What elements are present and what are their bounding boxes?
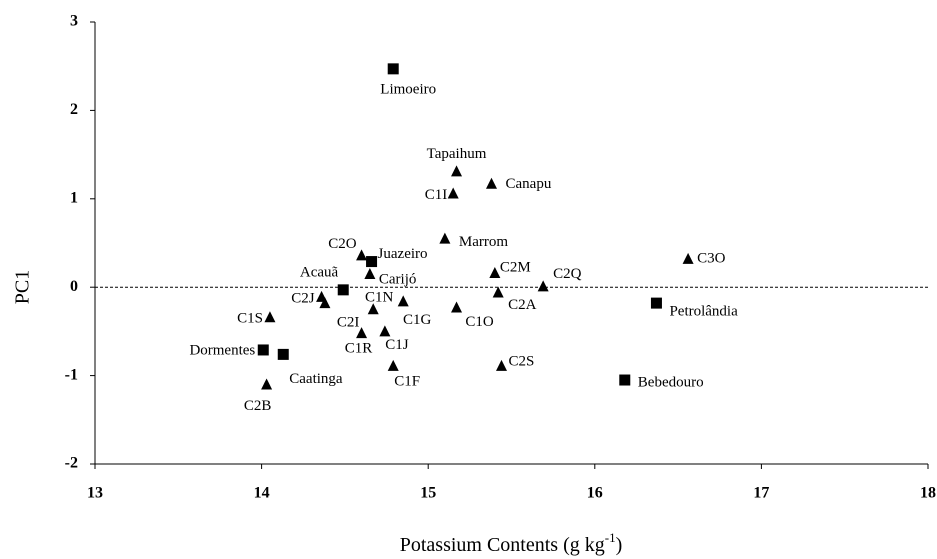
point-label: C3O: [697, 250, 726, 266]
square-marker: [337, 284, 349, 296]
x-tick-label: 18: [920, 485, 936, 502]
x-tick-label: 17: [753, 485, 769, 502]
square-marker: [387, 63, 399, 75]
point-label: Caatinga: [289, 371, 343, 387]
x-axis-label-end: ): [616, 534, 623, 556]
triangle-marker: [496, 359, 508, 371]
y-tick-label: 2: [70, 101, 78, 118]
square-marker: [650, 297, 662, 309]
point-label: Tapaihum: [427, 146, 487, 162]
triangle-marker: [451, 165, 463, 177]
x-axis-label: Potassium Contents (g kg-1): [400, 530, 623, 556]
point-label: C1R: [345, 341, 373, 357]
triangle-marker: [492, 286, 504, 298]
point-label: Bebedouro: [638, 374, 704, 390]
point-label: C1S: [237, 311, 263, 327]
point-label: C2O: [328, 236, 357, 252]
point-label: C2Q: [553, 266, 582, 282]
triangle-marker: [367, 303, 379, 315]
point-label: Limoeiro: [380, 81, 436, 97]
y-tick-label: -2: [65, 455, 78, 472]
triangle-marker: [356, 249, 368, 261]
y-axis-label: PC1: [12, 270, 34, 304]
point-label: Petrolândia: [669, 304, 738, 320]
y-tick-label: 1: [70, 189, 78, 206]
point-label: Dormentes: [189, 342, 255, 358]
x-tick-label: 15: [420, 485, 436, 502]
triangle-marker: [439, 232, 451, 244]
point-label: C1N: [365, 290, 394, 306]
point-label: Marrom: [459, 234, 508, 250]
point-label: C1J: [385, 337, 409, 353]
x-tick-label: 14: [254, 485, 270, 502]
point-label: C2M: [500, 259, 531, 275]
square-marker: [257, 344, 269, 356]
point-label: Canapu: [506, 176, 552, 192]
triangle-marker: [379, 325, 391, 337]
point-label: Acauã: [300, 264, 339, 280]
triangle-marker: [264, 311, 276, 323]
triangle-marker: [451, 301, 463, 313]
x-axis-label-main: Potassium Contents (g kg: [400, 534, 605, 556]
point-label: C1O: [465, 314, 494, 330]
triangle-marker: [261, 378, 273, 390]
point-label: C1F: [394, 373, 420, 389]
triangle-marker: [489, 267, 501, 279]
triangle-marker: [397, 295, 409, 307]
triangle-marker: [319, 297, 331, 309]
triangle-marker: [447, 187, 459, 199]
x-tick-label: 13: [87, 485, 103, 502]
point-label: C2A: [508, 297, 537, 313]
triangle-marker: [387, 359, 399, 371]
point-label: Juazeiro: [378, 246, 428, 262]
point-label: C1I: [425, 187, 448, 203]
triangle-marker: [364, 267, 376, 279]
point-label: C1G: [403, 312, 432, 328]
y-tick-label: -1: [65, 366, 78, 383]
point-label: Carijó: [379, 271, 417, 287]
triangle-marker: [486, 177, 498, 189]
triangle-marker: [356, 327, 368, 339]
triangle-marker: [682, 252, 694, 264]
square-marker: [619, 374, 631, 386]
triangle-marker: [537, 280, 549, 292]
point-label: C2I: [337, 315, 360, 331]
square-marker: [366, 256, 378, 268]
square-marker: [277, 348, 289, 360]
y-tick-label: 3: [70, 13, 78, 30]
x-axis-label-sup: -1: [605, 530, 616, 545]
y-tick-label: 0: [70, 278, 78, 295]
point-label: C2J: [291, 290, 315, 306]
point-label: C2B: [244, 398, 272, 414]
x-tick-label: 16: [587, 485, 603, 502]
point-label: C2S: [509, 353, 535, 369]
